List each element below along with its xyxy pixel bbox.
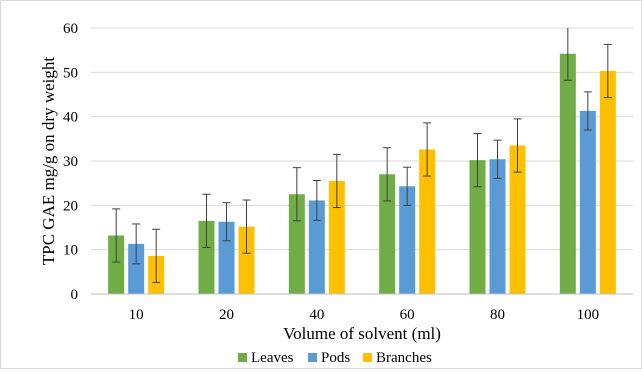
x-tick-label: 40 (309, 307, 324, 323)
bar-branches-100 (599, 71, 616, 295)
bar-branches-20 (238, 226, 255, 294)
bars (108, 53, 616, 295)
bar-pods-60 (399, 186, 416, 294)
bar-pods-100 (579, 110, 596, 294)
bar-branches-40 (328, 180, 345, 294)
legend-swatch-branches (363, 353, 372, 362)
y-axis-title: TPC GAE mg/g on dry weight (39, 57, 58, 266)
legend-swatch-leaves (238, 353, 247, 362)
y-tick-label: 60 (63, 21, 78, 37)
legend-label-leaves: Leaves (251, 350, 294, 366)
bar-leaves-10 (108, 235, 125, 294)
y-tick-label: 10 (63, 243, 78, 259)
y-tick-label: 20 (63, 198, 78, 214)
legend: Leaves Pods Branches (238, 350, 432, 366)
x-tick-label: 100 (577, 307, 600, 323)
x-tick-label: 60 (400, 307, 415, 323)
y-tick-label: 30 (63, 154, 78, 170)
y-tick-label: 0 (71, 287, 79, 303)
x-tick-label: 10 (129, 307, 144, 323)
bar-pods-20 (218, 221, 235, 294)
x-tick-label: 80 (490, 307, 505, 323)
bar-pods-80 (489, 159, 506, 294)
x-tick-label: 20 (219, 307, 234, 323)
bar-leaves-100 (559, 53, 576, 294)
gridlines (91, 27, 633, 251)
bar-branches-60 (419, 149, 436, 294)
bar-leaves-20 (198, 220, 215, 294)
legend-label-branches: Branches (376, 350, 432, 366)
bar-leaves-60 (379, 174, 396, 294)
bar-branches-80 (509, 145, 526, 294)
x-axis-title: Volume of solvent (ml) (283, 324, 441, 343)
bar-leaves-80 (469, 160, 486, 294)
legend-label-pods: Pods (321, 350, 350, 366)
error-bars (112, 28, 612, 283)
axes: 0 10 20 30 40 50 60 10 20 40 60 80 100 Volume of solv… (39, 21, 633, 343)
bar-pods-40 (308, 200, 325, 294)
bar-leaves-40 (288, 194, 305, 294)
y-tick-label: 50 (63, 65, 78, 81)
legend-swatch-pods (308, 353, 317, 362)
y-tick-label: 40 (63, 110, 78, 126)
bar-pods-10 (128, 243, 145, 294)
